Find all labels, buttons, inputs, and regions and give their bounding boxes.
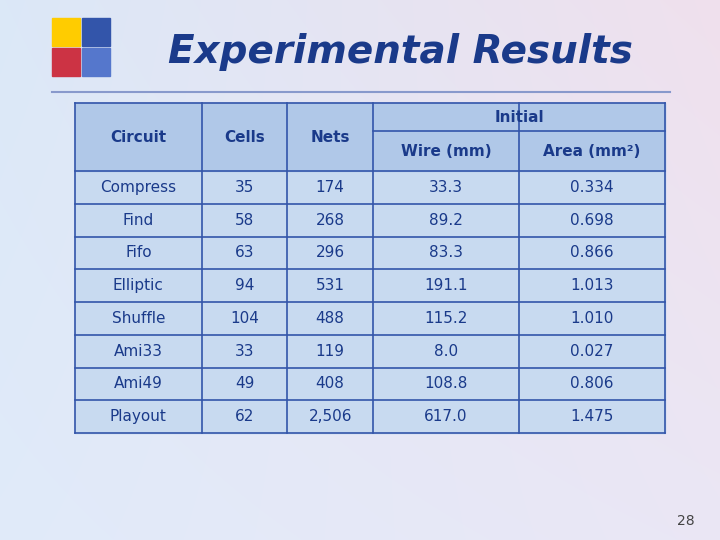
Text: 191.1: 191.1 xyxy=(424,278,468,293)
Text: Shuffle: Shuffle xyxy=(112,311,165,326)
Text: 89.2: 89.2 xyxy=(429,213,463,228)
Text: 617.0: 617.0 xyxy=(424,409,468,424)
Text: Area (mm²): Area (mm²) xyxy=(544,144,641,159)
Text: Find: Find xyxy=(123,213,154,228)
Text: 49: 49 xyxy=(235,376,254,392)
Text: Wire (mm): Wire (mm) xyxy=(401,144,492,159)
Bar xyxy=(75,368,665,400)
Text: 83.3: 83.3 xyxy=(429,245,463,260)
Text: 104: 104 xyxy=(230,311,259,326)
Text: Fifo: Fifo xyxy=(125,245,152,260)
Text: 62: 62 xyxy=(235,409,254,424)
Text: 1.475: 1.475 xyxy=(570,409,614,424)
Text: 58: 58 xyxy=(235,213,254,228)
Text: 488: 488 xyxy=(316,311,345,326)
Text: Compress: Compress xyxy=(100,180,176,195)
Text: 108.8: 108.8 xyxy=(424,376,468,392)
Text: 0.334: 0.334 xyxy=(570,180,614,195)
Bar xyxy=(75,171,665,204)
Text: Ami33: Ami33 xyxy=(114,343,163,359)
Text: 94: 94 xyxy=(235,278,254,293)
Bar xyxy=(75,302,665,335)
Text: Circuit: Circuit xyxy=(110,130,166,145)
Text: 33: 33 xyxy=(235,343,254,359)
Bar xyxy=(75,103,665,171)
Text: 268: 268 xyxy=(315,213,345,228)
Text: 63: 63 xyxy=(235,245,254,260)
Text: 33.3: 33.3 xyxy=(429,180,463,195)
Text: 28: 28 xyxy=(678,514,695,528)
Text: 0.866: 0.866 xyxy=(570,245,614,260)
Text: 531: 531 xyxy=(315,278,345,293)
Text: 119: 119 xyxy=(315,343,345,359)
Text: 0.698: 0.698 xyxy=(570,213,614,228)
Text: 0.806: 0.806 xyxy=(570,376,614,392)
Text: 408: 408 xyxy=(316,376,345,392)
Text: Playout: Playout xyxy=(110,409,167,424)
Text: 35: 35 xyxy=(235,180,254,195)
Bar xyxy=(52,48,80,76)
Text: 296: 296 xyxy=(315,245,345,260)
Text: Elliptic: Elliptic xyxy=(113,278,164,293)
Text: Initial: Initial xyxy=(494,110,544,125)
Text: Ami49: Ami49 xyxy=(114,376,163,392)
Text: 2,506: 2,506 xyxy=(308,409,352,424)
Bar xyxy=(82,48,110,76)
Text: 1.010: 1.010 xyxy=(570,311,614,326)
Text: Nets: Nets xyxy=(310,130,350,145)
Bar xyxy=(75,237,665,269)
Bar xyxy=(52,18,80,46)
Text: Cells: Cells xyxy=(224,130,265,145)
Bar xyxy=(75,204,665,237)
Text: 1.013: 1.013 xyxy=(570,278,614,293)
Text: Experimental Results: Experimental Results xyxy=(168,33,632,71)
Text: 8.0: 8.0 xyxy=(434,343,458,359)
Bar xyxy=(75,269,665,302)
Bar xyxy=(82,18,110,46)
Bar xyxy=(75,103,665,433)
Bar xyxy=(75,335,665,368)
Bar xyxy=(75,400,665,433)
Text: 0.027: 0.027 xyxy=(570,343,614,359)
Text: 174: 174 xyxy=(316,180,345,195)
Text: 115.2: 115.2 xyxy=(424,311,468,326)
